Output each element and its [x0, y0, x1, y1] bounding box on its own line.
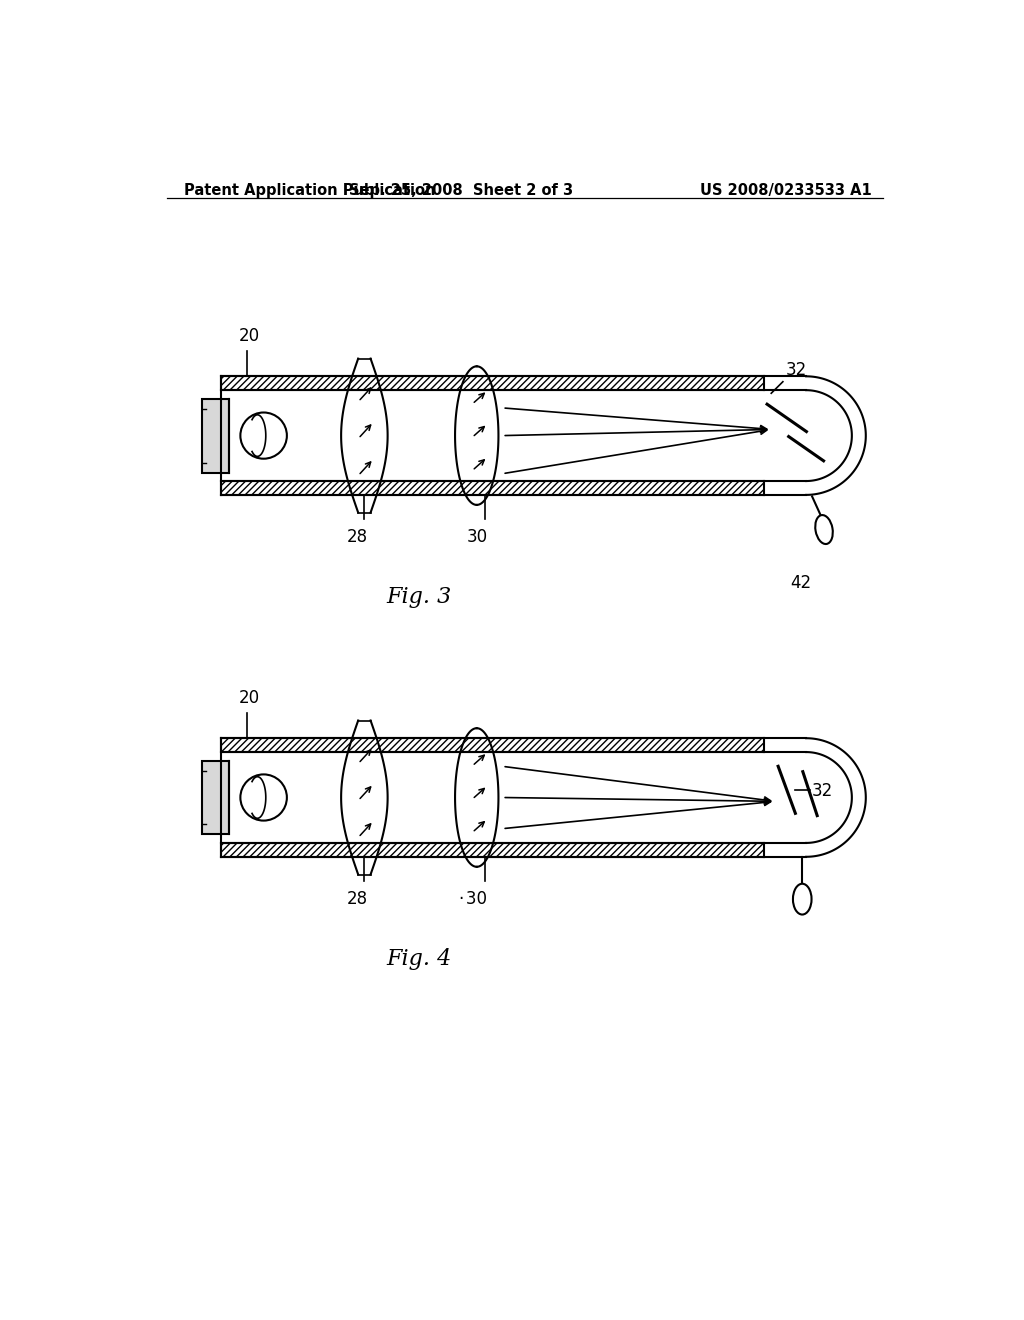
- Ellipse shape: [815, 515, 833, 544]
- Bar: [202, 399, 228, 473]
- Text: 28: 28: [347, 890, 368, 908]
- Text: Fig. 4: Fig. 4: [386, 948, 452, 970]
- Text: 20: 20: [239, 327, 260, 345]
- Bar: [202, 760, 228, 834]
- Text: Patent Application Publication: Patent Application Publication: [183, 183, 435, 198]
- Text: 32: 32: [785, 362, 807, 379]
- Text: · 30: · 30: [459, 890, 486, 908]
- Bar: [221, 738, 764, 752]
- Text: US 2008/0233533 A1: US 2008/0233533 A1: [700, 183, 872, 198]
- Text: 30: 30: [467, 528, 488, 546]
- Text: 32: 32: [812, 783, 833, 800]
- Text: 42: 42: [791, 574, 812, 593]
- Text: 20: 20: [239, 689, 260, 706]
- Bar: [221, 376, 764, 391]
- Ellipse shape: [793, 884, 812, 915]
- Bar: [221, 843, 764, 857]
- Text: 28: 28: [347, 528, 368, 546]
- Bar: [221, 480, 764, 495]
- Text: Fig. 3: Fig. 3: [386, 586, 452, 607]
- Text: Sep. 25, 2008  Sheet 2 of 3: Sep. 25, 2008 Sheet 2 of 3: [349, 183, 573, 198]
